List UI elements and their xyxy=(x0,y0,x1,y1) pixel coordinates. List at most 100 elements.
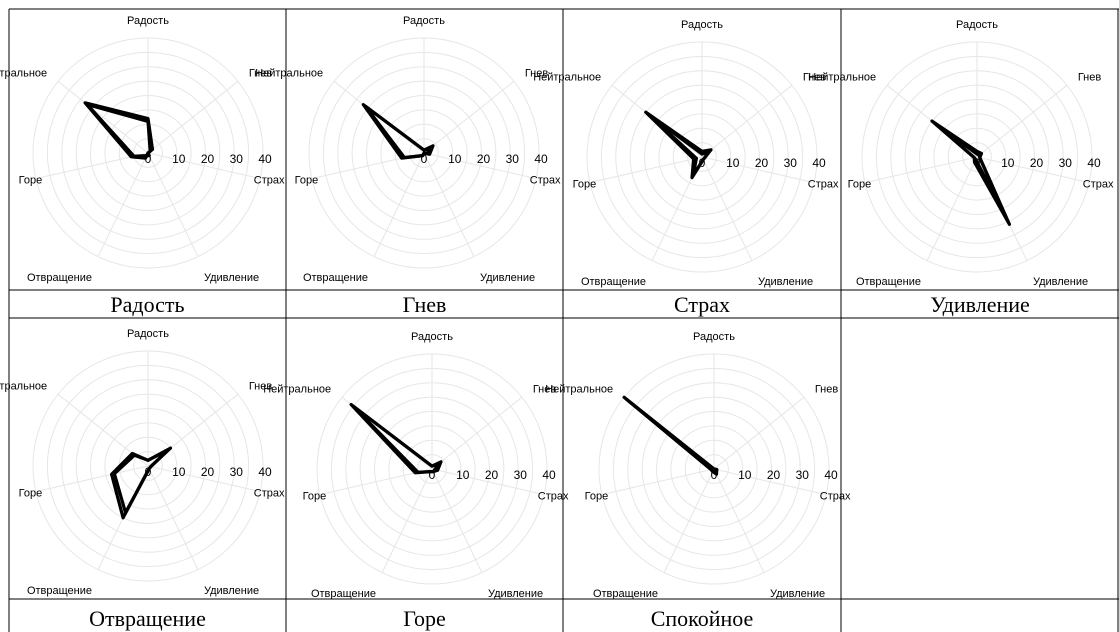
r-tick-label: 20 xyxy=(485,468,499,482)
spoke-3 xyxy=(701,156,753,261)
data-point xyxy=(695,157,698,160)
data-point xyxy=(149,150,152,153)
data-point xyxy=(145,154,148,157)
category-label: Отвращение xyxy=(303,272,368,284)
category-label: Горе xyxy=(303,491,327,503)
category-label: Нейтральное xyxy=(263,384,331,396)
category-label: Отвращение xyxy=(311,588,376,600)
category-label: Гнев xyxy=(803,72,827,84)
data-point xyxy=(167,448,170,452)
category-label: Удивление xyxy=(1033,276,1088,288)
category-label: Отвращение xyxy=(593,588,658,600)
data-point xyxy=(646,112,650,116)
data-point xyxy=(978,156,982,159)
r-tick-label: 40 xyxy=(542,468,556,482)
spoke-2 xyxy=(423,152,537,180)
category-label: Удивление xyxy=(758,276,813,288)
data-point xyxy=(110,473,113,476)
series-polyline-2 xyxy=(112,448,170,515)
data-point xyxy=(121,516,125,520)
panel-caption: Спокойное xyxy=(651,606,754,631)
spoke-5 xyxy=(589,156,703,184)
data-point xyxy=(149,465,153,468)
spoke-2 xyxy=(713,468,827,496)
category-label: Горе xyxy=(585,491,609,503)
data-point xyxy=(413,471,417,475)
data-point xyxy=(978,154,981,157)
series-polyline-2 xyxy=(364,104,433,160)
category-label: Нейтральное xyxy=(533,72,601,84)
data-point xyxy=(403,156,406,159)
spoke-5 xyxy=(319,468,433,496)
r-tick-label: 30 xyxy=(784,156,798,170)
r-tick-label: 20 xyxy=(477,152,491,166)
r-tick-label: 10 xyxy=(172,465,186,479)
radar-panel-2: Радость Гнев Страх Удивление Отвращение Горе Н… xyxy=(255,15,561,317)
data-point xyxy=(974,158,977,161)
data-point xyxy=(416,470,420,474)
r-tick-label: 30 xyxy=(796,468,810,482)
category-label: Нейтральное xyxy=(0,381,47,393)
spoke-6 xyxy=(57,80,149,154)
r-tick-label: 30 xyxy=(230,152,244,166)
r-tick-label: 0 xyxy=(429,468,436,482)
data-point xyxy=(703,156,707,159)
category-label: Отвращение xyxy=(27,272,92,284)
r-tick-label: 40 xyxy=(1087,156,1101,170)
figure-frame xyxy=(8,8,1119,632)
data-point xyxy=(702,158,705,161)
data-point xyxy=(129,155,133,159)
data-point xyxy=(429,146,432,149)
r-tick-label: 30 xyxy=(514,468,528,482)
spoke-1 xyxy=(423,80,515,154)
spoke-4 xyxy=(663,468,715,573)
r-tick-label: 30 xyxy=(230,465,244,479)
panel-caption: Горе xyxy=(403,606,446,631)
data-point xyxy=(439,460,443,464)
r-tick-label: 40 xyxy=(258,152,272,166)
data-point xyxy=(428,153,431,156)
category-label: Гнев xyxy=(249,68,273,80)
r-tick-label: 20 xyxy=(201,152,215,166)
data-point xyxy=(400,156,403,160)
category-label: Удивление xyxy=(204,272,259,284)
data-point xyxy=(148,467,151,470)
data-point xyxy=(1008,223,1011,226)
data-point xyxy=(700,152,704,156)
spoke-4 xyxy=(381,468,433,573)
data-point xyxy=(421,154,424,157)
spoke-1 xyxy=(147,80,239,154)
category-label: Удивление xyxy=(204,585,259,597)
data-point xyxy=(113,472,116,475)
data-point xyxy=(151,148,154,151)
r-tick-label: 0 xyxy=(711,468,718,482)
data-point xyxy=(86,103,89,106)
category-label: Горе xyxy=(848,179,872,191)
data-point xyxy=(83,101,87,105)
category-label: Горе xyxy=(295,175,319,187)
radar-panel-5: Радость Гнев Страх Удивление Отвращение Горе Н… xyxy=(0,328,285,631)
data-point xyxy=(133,454,136,457)
data-point xyxy=(169,446,172,450)
radar-panel-7: Радость Гнев Страх Удивление Отвращение Горе Н… xyxy=(545,331,851,631)
data-point xyxy=(352,405,355,408)
category-label: Радость xyxy=(956,19,998,31)
spoke-1 xyxy=(713,396,805,470)
data-point xyxy=(644,110,648,114)
data-point xyxy=(436,469,439,472)
category-label: Страх xyxy=(254,488,285,500)
category-label: Нейтральное xyxy=(545,384,613,396)
panel-caption: Отвращение xyxy=(89,606,206,631)
data-point xyxy=(422,151,426,155)
spoke-4 xyxy=(926,156,978,261)
data-point xyxy=(980,152,983,155)
r-tick-label: 10 xyxy=(456,468,470,482)
radar-panel-1: Радость Гнев Страх Удивление Отвращение Горе Н… xyxy=(0,15,285,317)
r-tick-label: 10 xyxy=(726,156,740,170)
radar-panel-6: Радость Гнев Страх Удивление Отвращение Горе Н… xyxy=(263,331,569,631)
data-point xyxy=(425,152,429,155)
data-point xyxy=(972,156,976,159)
data-point xyxy=(975,152,979,156)
data-point xyxy=(429,470,432,473)
data-point xyxy=(432,470,435,473)
